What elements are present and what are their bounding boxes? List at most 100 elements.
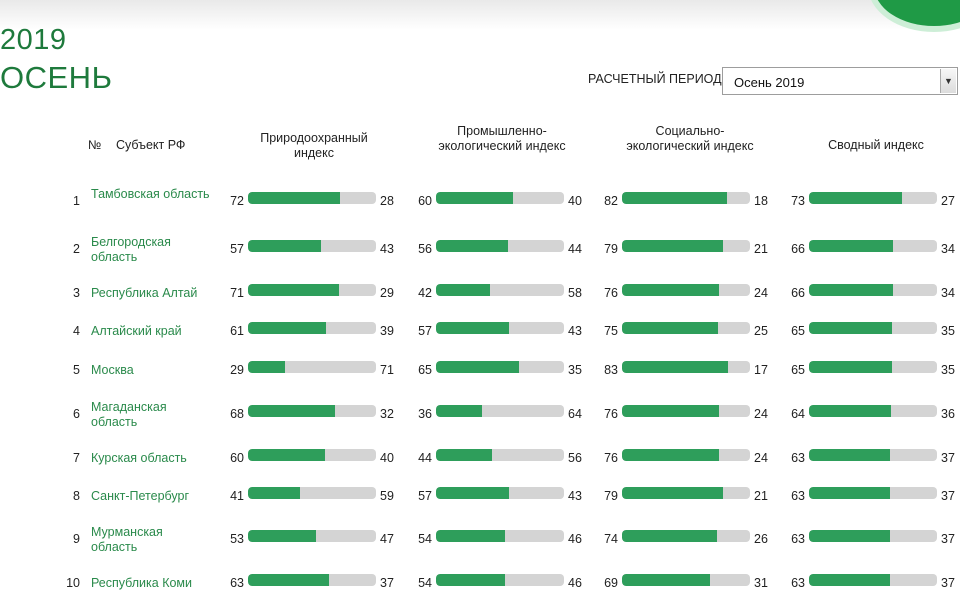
index-value: 76 (604, 286, 618, 300)
index-bar (248, 192, 376, 204)
index-value: 36 (418, 407, 432, 421)
index-bar (622, 361, 750, 373)
index-value: 66 (791, 242, 805, 256)
row-rank: 3 (73, 286, 80, 300)
index-remainder: 37 (941, 532, 955, 546)
index-remainder: 28 (380, 194, 394, 208)
index-bar (809, 574, 937, 586)
column-header-number: № (88, 138, 102, 152)
index-bar (248, 240, 376, 252)
index-bar (622, 449, 750, 461)
index-bar-fill (622, 530, 717, 542)
index-bar-fill (248, 361, 286, 373)
region-link[interactable]: Курская область (91, 451, 187, 465)
index-value: 65 (791, 324, 805, 338)
index-remainder: 43 (380, 242, 394, 256)
row-rank: 2 (73, 242, 80, 256)
region-link[interactable]: Санкт-Петербург (91, 489, 190, 503)
table-row: 2 Белгородская область 57 43 56 44 79 21 66 34 (0, 230, 960, 266)
index-remainder: 43 (568, 324, 582, 338)
region-link[interactable]: Республика Алтай (91, 286, 198, 300)
index-bar (248, 574, 376, 586)
index-value: 74 (604, 532, 618, 546)
index-bar (248, 322, 376, 334)
index-bar-fill (809, 192, 903, 204)
index-value: 57 (230, 242, 244, 256)
index-bar (248, 449, 376, 461)
index-value: 57 (418, 324, 432, 338)
period-select[interactable]: Осень 2019 ▼ (722, 67, 958, 95)
year-title: 2019 (0, 24, 67, 56)
index-bar (809, 322, 937, 334)
period-select-value: Осень 2019 (734, 75, 805, 90)
index-bar-fill (622, 487, 724, 499)
index-bar-fill (809, 284, 894, 296)
region-link[interactable]: Москва (91, 363, 134, 377)
index-bar (622, 322, 750, 334)
index-bar-fill (809, 574, 890, 586)
index-bar-fill (436, 405, 483, 417)
index-bar-fill (622, 240, 724, 252)
region-link[interactable]: Тамбовская область (91, 187, 210, 201)
index-value: 73 (791, 194, 805, 208)
table-row: 6 Магаданская область 68 32 36 64 76 24 64 36 (0, 395, 960, 431)
index-bar (809, 240, 937, 252)
region-link[interactable]: Мурманская область (91, 525, 163, 554)
index-remainder: 44 (568, 242, 582, 256)
index-bar-fill (622, 574, 711, 586)
index-remainder: 40 (568, 194, 582, 208)
region-link[interactable]: Магаданская область (91, 400, 167, 429)
index-remainder: 24 (754, 407, 768, 421)
index-bar (436, 487, 564, 499)
index-remainder: 31 (754, 576, 768, 590)
index-value: 42 (418, 286, 432, 300)
index-remainder: 35 (941, 324, 955, 338)
column-header-nature-index: Природоохранный индекс (260, 131, 368, 160)
row-rank: 5 (73, 363, 80, 377)
table-row: 1 Тамбовская область 72 28 60 40 82 18 73 27 (0, 182, 960, 218)
index-bar (622, 487, 750, 499)
index-value: 75 (604, 324, 618, 338)
region-link[interactable]: Республика Коми (91, 576, 193, 590)
index-value: 41 (230, 489, 244, 503)
region-link[interactable]: Белгородская область (91, 235, 171, 264)
row-rank: 7 (73, 451, 80, 465)
index-bar-fill (436, 530, 506, 542)
index-value: 61 (230, 324, 244, 338)
index-bar (809, 405, 937, 417)
column-header-social-index: Социально-экологический индекс (626, 124, 754, 153)
table-row: 8 Санкт-Петербург 41 59 57 43 79 21 63 37 (0, 477, 960, 513)
index-remainder: 35 (568, 363, 582, 377)
chevron-down-icon[interactable]: ▼ (940, 69, 956, 93)
index-bar-fill (436, 361, 520, 373)
index-remainder: 26 (754, 532, 768, 546)
index-value: 65 (791, 363, 805, 377)
index-remainder: 24 (754, 286, 768, 300)
index-bar-fill (248, 405, 336, 417)
index-value: 54 (418, 532, 432, 546)
region-link[interactable]: Алтайский край (91, 324, 182, 338)
index-bar (436, 530, 564, 542)
index-bar-fill (809, 240, 894, 252)
index-bar (248, 487, 376, 499)
index-bar (622, 240, 750, 252)
table-row: 5 Москва 29 71 65 35 83 17 65 35 (0, 351, 960, 387)
index-bar (248, 405, 376, 417)
index-remainder: 39 (380, 324, 394, 338)
index-bar (248, 361, 376, 373)
index-bar-fill (436, 322, 509, 334)
index-bar-fill (622, 449, 720, 461)
index-bar (436, 284, 564, 296)
index-remainder: 37 (941, 489, 955, 503)
index-bar-fill (248, 284, 339, 296)
season-title: ОСЕНЬ (0, 60, 113, 95)
row-rank: 10 (66, 576, 80, 590)
index-bar-fill (248, 487, 301, 499)
index-remainder: 34 (941, 286, 955, 300)
index-bar-fill (622, 361, 729, 373)
index-remainder: 21 (754, 242, 768, 256)
index-bar (809, 361, 937, 373)
index-remainder: 21 (754, 489, 768, 503)
index-remainder: 71 (380, 363, 394, 377)
index-bar (622, 574, 750, 586)
